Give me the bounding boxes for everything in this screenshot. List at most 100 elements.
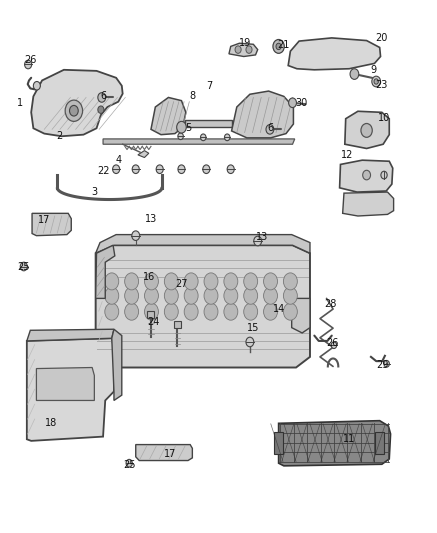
- Text: 19: 19: [239, 38, 251, 48]
- Circle shape: [132, 165, 139, 174]
- Polygon shape: [274, 432, 283, 454]
- Polygon shape: [96, 245, 310, 368]
- Text: 16: 16: [142, 272, 155, 282]
- Circle shape: [244, 303, 258, 320]
- Polygon shape: [340, 160, 393, 192]
- Polygon shape: [32, 213, 71, 236]
- Text: 20: 20: [376, 33, 388, 43]
- Circle shape: [113, 165, 120, 174]
- Polygon shape: [229, 43, 258, 56]
- Polygon shape: [27, 329, 114, 341]
- Text: 27: 27: [175, 279, 188, 288]
- Circle shape: [164, 273, 178, 290]
- Text: 9: 9: [370, 65, 376, 75]
- Polygon shape: [173, 321, 180, 328]
- Text: 7: 7: [207, 81, 213, 91]
- Text: 18: 18: [45, 418, 57, 429]
- Circle shape: [105, 287, 119, 304]
- Circle shape: [273, 39, 284, 53]
- Circle shape: [105, 273, 119, 290]
- Polygon shape: [279, 421, 391, 466]
- Circle shape: [177, 122, 186, 133]
- Circle shape: [224, 287, 238, 304]
- Text: 8: 8: [189, 91, 195, 101]
- Circle shape: [288, 98, 296, 108]
- Text: 3: 3: [91, 187, 97, 197]
- Text: 22: 22: [97, 166, 109, 176]
- Circle shape: [145, 303, 159, 320]
- Circle shape: [225, 134, 230, 141]
- Circle shape: [224, 273, 238, 290]
- Text: 21: 21: [277, 41, 289, 50]
- Polygon shape: [345, 111, 389, 149]
- Circle shape: [235, 46, 241, 53]
- Polygon shape: [36, 368, 94, 400]
- Polygon shape: [151, 98, 186, 135]
- Circle shape: [164, 287, 178, 304]
- Circle shape: [331, 342, 336, 349]
- Text: 26: 26: [326, 338, 339, 348]
- Text: 10: 10: [378, 112, 390, 123]
- Circle shape: [266, 125, 274, 134]
- Text: 13: 13: [145, 214, 157, 224]
- Text: 26: 26: [24, 55, 37, 65]
- Text: 12: 12: [341, 150, 353, 160]
- Circle shape: [372, 76, 381, 87]
- Polygon shape: [375, 432, 384, 454]
- Circle shape: [363, 170, 371, 180]
- Text: 1: 1: [17, 98, 23, 108]
- Circle shape: [381, 171, 387, 179]
- Circle shape: [284, 273, 297, 290]
- Circle shape: [264, 287, 277, 304]
- Circle shape: [224, 303, 238, 320]
- Polygon shape: [103, 139, 295, 144]
- Circle shape: [264, 303, 277, 320]
- Circle shape: [204, 287, 218, 304]
- Polygon shape: [96, 235, 310, 253]
- Circle shape: [178, 133, 184, 140]
- Polygon shape: [112, 329, 122, 400]
- Circle shape: [227, 165, 234, 174]
- Text: 17: 17: [164, 449, 177, 458]
- Circle shape: [24, 60, 31, 69]
- Text: 11: 11: [343, 434, 355, 445]
- Circle shape: [105, 303, 119, 320]
- Circle shape: [33, 82, 40, 90]
- Circle shape: [284, 287, 297, 304]
- Text: 15: 15: [247, 322, 260, 333]
- Circle shape: [156, 165, 163, 174]
- Text: 6: 6: [100, 91, 106, 101]
- Circle shape: [145, 273, 159, 290]
- Text: 29: 29: [376, 360, 388, 370]
- Circle shape: [132, 231, 140, 240]
- Polygon shape: [185, 120, 232, 127]
- Text: 25: 25: [123, 460, 135, 470]
- Polygon shape: [343, 192, 394, 216]
- Circle shape: [246, 337, 254, 347]
- Polygon shape: [138, 151, 149, 158]
- Circle shape: [65, 100, 83, 122]
- Polygon shape: [148, 311, 154, 318]
- Circle shape: [204, 273, 218, 290]
- Polygon shape: [96, 245, 115, 298]
- Circle shape: [145, 287, 159, 304]
- Polygon shape: [31, 70, 123, 136]
- Circle shape: [203, 165, 210, 174]
- Circle shape: [178, 165, 185, 174]
- Circle shape: [125, 273, 139, 290]
- Circle shape: [204, 303, 218, 320]
- Circle shape: [284, 303, 297, 320]
- Text: 5: 5: [185, 123, 191, 133]
- Text: 24: 24: [147, 317, 160, 327]
- Circle shape: [126, 459, 132, 467]
- Text: 6: 6: [268, 123, 274, 133]
- Circle shape: [361, 124, 372, 138]
- Text: 30: 30: [295, 98, 307, 108]
- Circle shape: [246, 46, 252, 53]
- Circle shape: [125, 303, 139, 320]
- Circle shape: [244, 287, 258, 304]
- Polygon shape: [136, 445, 192, 461]
- Text: 23: 23: [376, 80, 388, 90]
- Polygon shape: [288, 38, 381, 70]
- Circle shape: [164, 303, 178, 320]
